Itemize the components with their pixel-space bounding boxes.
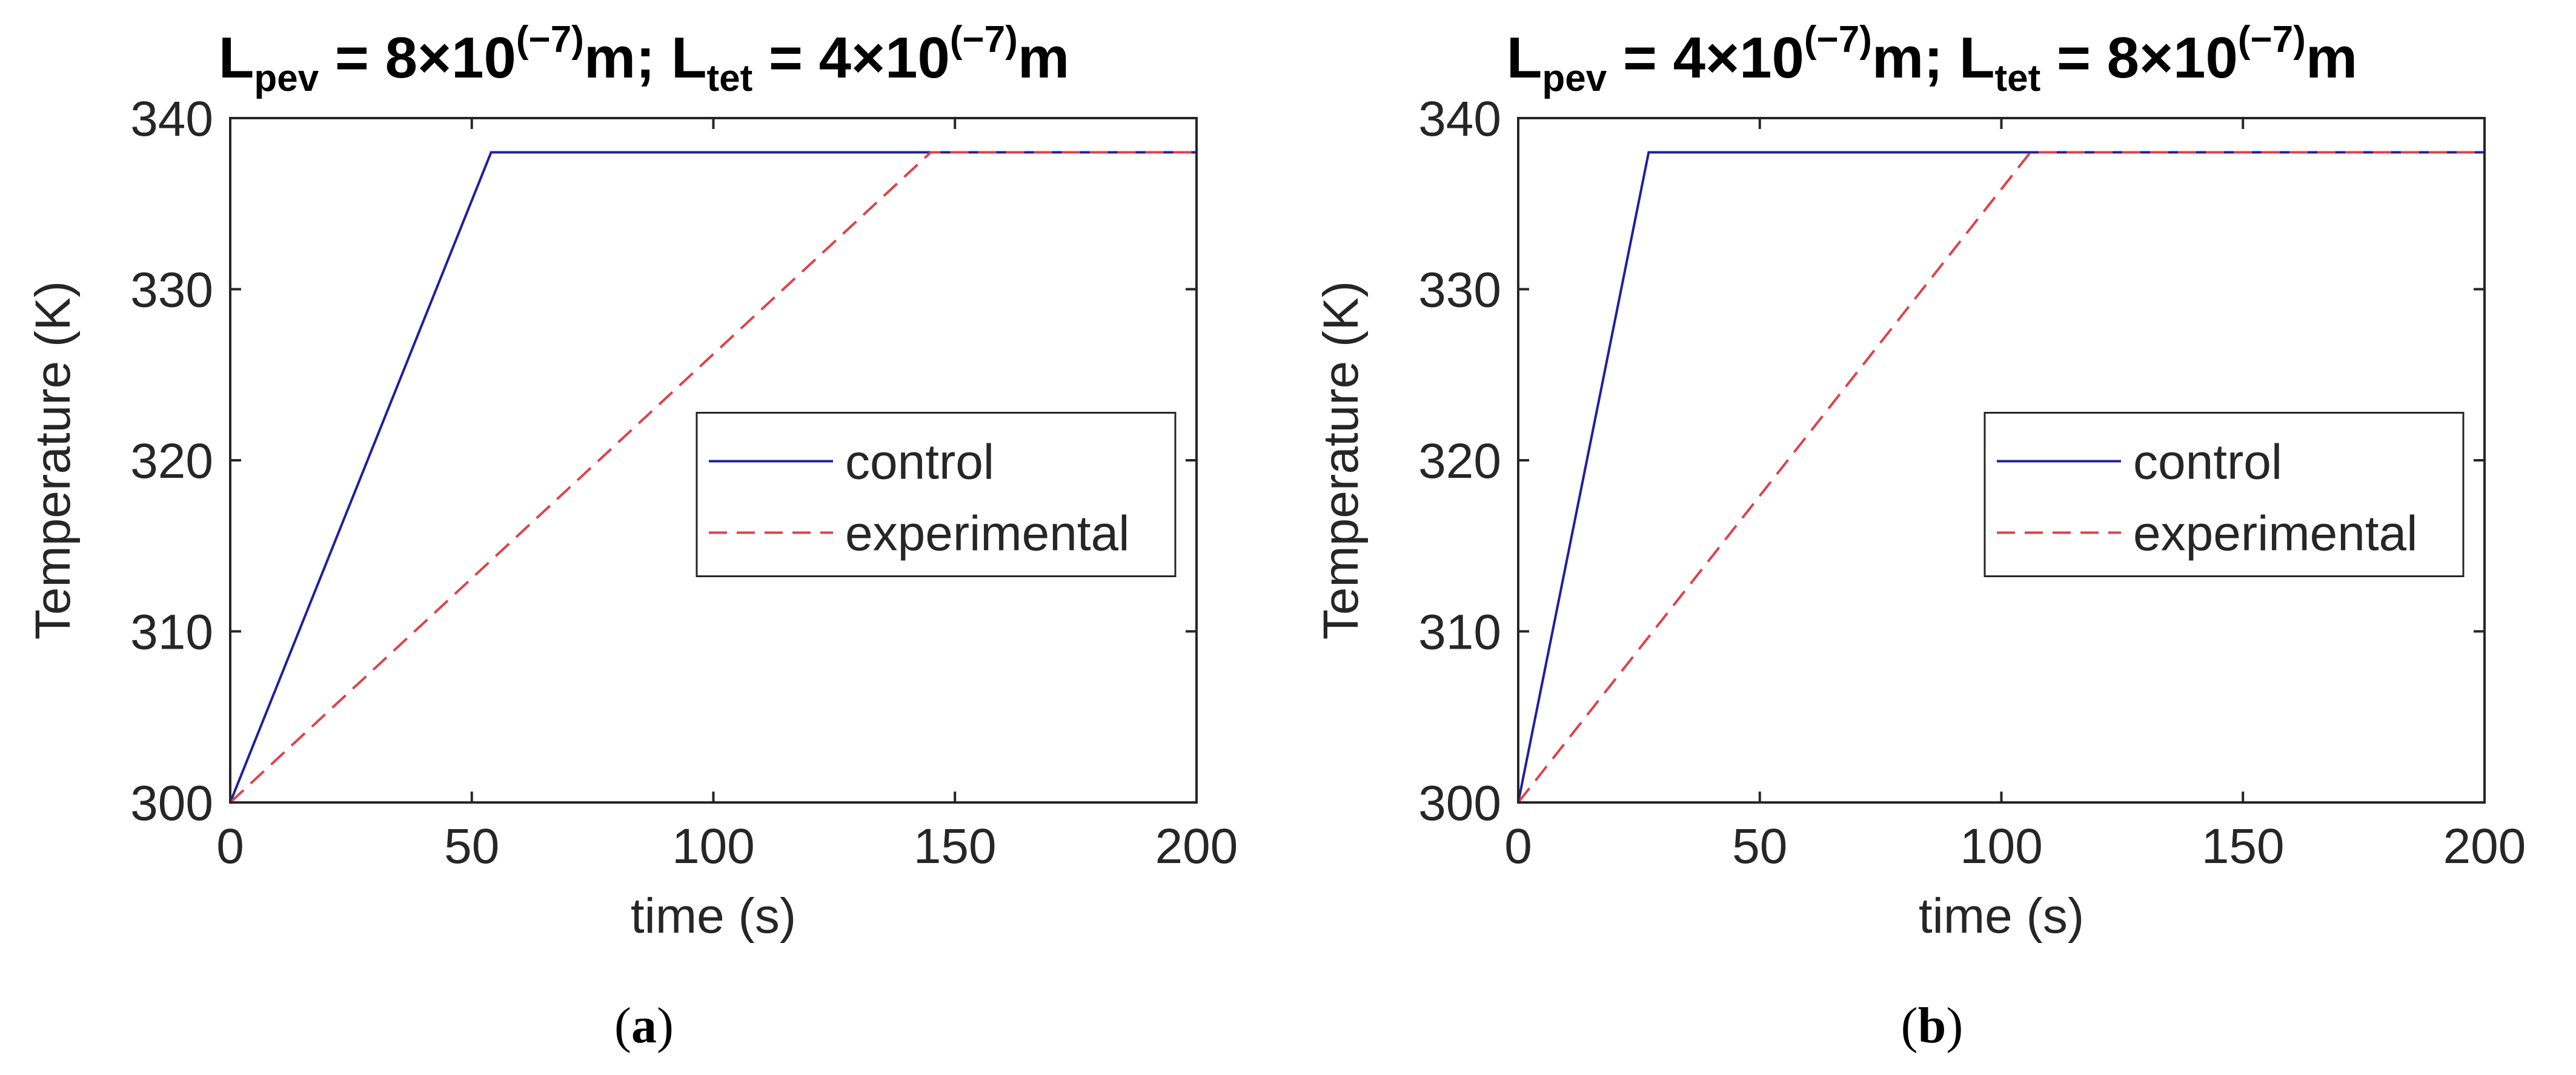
legend: control experimental <box>695 412 1177 577</box>
x-tick-label: 150 <box>2202 819 2285 874</box>
legend-label-control: control <box>845 435 994 490</box>
x-tick-label: 50 <box>1732 819 1787 874</box>
legend-label-control: control <box>2133 435 2282 490</box>
x-tick-label: 200 <box>2443 819 2526 874</box>
chart-panel-a: Lpev = 8×10(−7)m; Ltet = 4×10(−7)m 0 50 10… <box>25 19 1238 1054</box>
chart-panel-b: Lpev = 4×10(−7)m; Ltet = 8×10(−7)m 0 50 10… <box>1288 0 2576 1075</box>
y-tick-label: 300 <box>130 776 213 831</box>
y-tick-label: 340 <box>1418 91 1501 147</box>
series-line-experimental <box>229 151 1197 804</box>
y-tick-label: 340 <box>130 91 213 147</box>
y-tick-label: 310 <box>130 605 213 660</box>
legend-box <box>1983 412 2465 577</box>
chart-title: Lpev = 4×10(−7)m; Ltet = 8×10(−7)m <box>1506 19 2358 99</box>
chart-title: Lpev = 8×10(−7)m; Ltet = 4×10(−7)m <box>218 19 1070 99</box>
x-tick-label: 0 <box>1504 819 1532 874</box>
y-tick-label: 320 <box>1418 434 1501 489</box>
legend-label-experimental: experimental <box>845 506 1129 561</box>
x-tick-label: 50 <box>444 819 499 874</box>
y-tick-label: 330 <box>130 263 213 318</box>
chart-svg: 0 50 100 150 200 300 310 320 330 340 time (s) Tempe… <box>1313 91 2526 944</box>
x-tick-label: 200 <box>1155 819 1238 874</box>
x-axis-label: time (s) <box>1919 888 2084 944</box>
chart-svg: 0 50 100 150 200 300 310 320 330 340 time (s) Tempe… <box>25 91 1238 944</box>
series-line-experimental <box>1517 151 2485 804</box>
panel-caption: (a) <box>614 997 674 1054</box>
x-tick-label: 100 <box>672 819 755 874</box>
legend-label-experimental: experimental <box>2133 506 2417 561</box>
x-tick-label: 100 <box>1960 819 2043 874</box>
y-axis-label: Temperature (K) <box>1313 281 1369 640</box>
y-tick-label: 320 <box>130 434 213 489</box>
legend: control experimental <box>1983 412 2465 577</box>
panel-caption: (b) <box>1900 997 1964 1054</box>
y-tick-label: 310 <box>1418 605 1501 660</box>
y-tick-label: 300 <box>1418 776 1501 831</box>
y-tick-label: 330 <box>1418 263 1501 318</box>
y-axis-label: Temperature (K) <box>25 281 81 640</box>
x-tick-label: 150 <box>914 819 997 874</box>
x-tick-label: 0 <box>216 819 244 874</box>
legend-box <box>695 412 1177 577</box>
x-axis-label: time (s) <box>631 888 796 944</box>
